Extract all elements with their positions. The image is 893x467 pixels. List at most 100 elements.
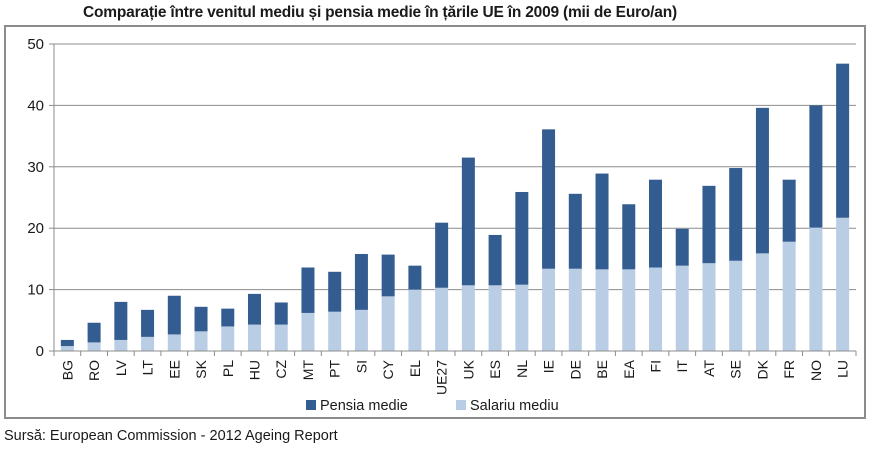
- bar-salariu-mediu-lt: [141, 336, 155, 351]
- bar-salariu-mediu-cz: [274, 324, 288, 351]
- bar-pensia-medie-si: [354, 253, 368, 310]
- bar-salariu-mediu-pt: [328, 311, 342, 351]
- x-tick-label: CZ: [273, 360, 289, 379]
- bar-pensia-medie-it: [675, 228, 689, 266]
- x-tick-label: DE: [567, 360, 583, 379]
- bar-pensia-medie-be: [595, 173, 609, 270]
- x-tick-label: CY: [380, 359, 396, 379]
- source-note: Sursă: European Commission - 2012 Ageing…: [4, 428, 338, 444]
- x-tick-label: LV: [113, 359, 129, 376]
- bar-salariu-mediu-ea: [622, 269, 636, 351]
- x-tick-label: EE: [166, 360, 182, 379]
- x-tick-label: IT: [674, 360, 690, 373]
- bar-salariu-mediu-mt: [301, 312, 315, 351]
- legend-swatch-salariu-mediu: [456, 400, 466, 410]
- bar-pensia-medie-se: [729, 168, 743, 261]
- bar-pensia-medie-bg: [60, 339, 74, 347]
- bar-salariu-mediu-es: [488, 285, 502, 351]
- bar-salariu-mediu-it: [675, 265, 689, 351]
- x-tick-label: UE27: [434, 360, 450, 395]
- y-tick-label: 20: [27, 220, 44, 237]
- y-tick-label: 30: [27, 159, 44, 176]
- bar-salariu-mediu-nl: [515, 284, 529, 351]
- legend: Pensia medie Salariu mediu: [306, 398, 559, 414]
- chart-title: Comparație între venitul mediu și pensia…: [83, 4, 677, 21]
- x-tick-label: PL: [220, 360, 236, 377]
- bar-salariu-mediu-lv: [114, 339, 128, 351]
- bar-pensia-medie-lv: [114, 301, 128, 340]
- x-tick-label: SI: [353, 360, 369, 373]
- bar-salariu-mediu-fi: [649, 267, 662, 351]
- x-tick-label: RO: [86, 360, 102, 381]
- bar-salariu-mediu-cy: [381, 296, 395, 351]
- bar-salariu-mediu-lu: [836, 217, 850, 351]
- y-tick-label: 10: [27, 282, 44, 299]
- y-tick-label: 0: [36, 343, 44, 360]
- bar-salariu-mediu-pl: [221, 326, 235, 351]
- x-tick-label: NO: [808, 360, 824, 381]
- x-tick-label: LU: [835, 360, 851, 378]
- bar-pensia-medie-cz: [274, 302, 288, 325]
- x-tick-label: ES: [487, 360, 503, 379]
- x-tick-label: FR: [781, 360, 797, 379]
- bar-pensia-medie-ie: [542, 129, 556, 269]
- bar-salariu-mediu-no: [809, 227, 823, 351]
- y-tick-label: 50: [27, 36, 44, 53]
- bar-salariu-mediu-de: [568, 268, 582, 351]
- bar-salariu-mediu-uk: [461, 285, 475, 351]
- bar-pensia-medie-lt: [141, 309, 155, 337]
- bar-salariu-mediu-dk: [755, 253, 769, 351]
- bar-salariu-mediu-ue27: [435, 287, 449, 351]
- bar-salariu-mediu-hu: [248, 324, 261, 351]
- bars: [60, 63, 850, 351]
- bar-pensia-medie-pt: [328, 271, 342, 312]
- bar-pensia-medie-de: [568, 193, 582, 269]
- bar-salariu-mediu-ie: [542, 268, 556, 351]
- bar-pensia-medie-dk: [755, 107, 769, 254]
- bar-salariu-mediu-se: [729, 260, 743, 351]
- bar-pensia-medie-es: [488, 234, 502, 286]
- bar-pensia-medie-sk: [194, 306, 208, 332]
- bar-pensia-medie-cy: [381, 254, 395, 297]
- bar-pensia-medie-fi: [649, 179, 662, 268]
- bar-pensia-medie-uk: [461, 157, 475, 286]
- y-tick-label: 40: [27, 97, 44, 114]
- bar-salariu-mediu-ee: [167, 334, 181, 351]
- x-tick-label: DK: [754, 359, 770, 379]
- bar-pensia-medie-nl: [515, 191, 529, 285]
- x-tick-label: IE: [541, 360, 557, 373]
- bar-salariu-mediu-el: [408, 289, 422, 351]
- x-tick-label: UK: [460, 359, 476, 379]
- bar-pensia-medie-ro: [87, 322, 101, 343]
- bar-pensia-medie-ea: [622, 204, 636, 270]
- x-tick-label: BG: [59, 360, 75, 380]
- bar-salariu-mediu-be: [595, 269, 609, 351]
- x-tick-label: SK: [193, 359, 209, 378]
- bar-pensia-medie-ue27: [435, 222, 449, 288]
- bar-salariu-mediu-ro: [87, 342, 101, 351]
- legend-label-pensia-medie: Pensia medie: [320, 398, 408, 414]
- bar-salariu-mediu-si: [354, 309, 368, 351]
- legend-label-salariu-mediu: Salariu mediu: [470, 398, 559, 414]
- bar-salariu-mediu-bg: [60, 346, 74, 351]
- y-axis: 0 10 20 30 40 50: [27, 36, 55, 360]
- x-tick-label: HU: [247, 360, 263, 380]
- bar-salariu-mediu-fr: [782, 241, 796, 351]
- x-tick-label: LT: [140, 360, 156, 376]
- x-tick-label: MT: [300, 360, 316, 381]
- x-tick-label: SE: [728, 360, 744, 379]
- bar-pensia-medie-hu: [248, 293, 261, 325]
- x-tick-label: NL: [514, 360, 530, 378]
- x-tick-label: AT: [701, 360, 717, 377]
- x-tick-label: EL: [407, 360, 423, 377]
- bar-salariu-mediu-sk: [194, 331, 208, 351]
- bar-pensia-medie-lu: [836, 63, 850, 218]
- bar-pensia-medie-pl: [221, 308, 235, 327]
- x-tick-label: PT: [327, 360, 343, 378]
- bar-pensia-medie-at: [702, 185, 716, 264]
- bar-pensia-medie-no: [809, 105, 823, 228]
- bar-pensia-medie-el: [408, 265, 422, 290]
- x-tick-label: FI: [648, 360, 664, 372]
- bar-salariu-mediu-at: [702, 263, 716, 351]
